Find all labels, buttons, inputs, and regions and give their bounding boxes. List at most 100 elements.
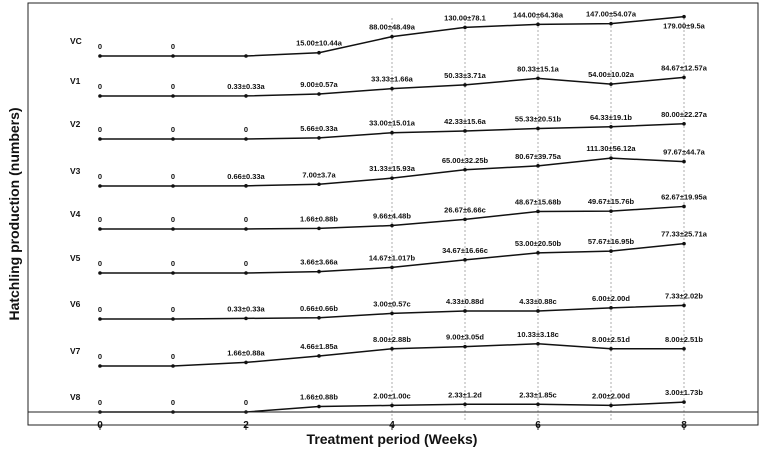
data-label: 53.00±20.50b [515,239,562,248]
row-label: V7 [70,346,81,356]
data-label: 3.00±0.57c [373,299,410,308]
data-point [317,404,321,409]
data-label: 0 [98,125,102,134]
data-label: 33.00±15.01a [369,119,416,128]
data-point [682,159,686,164]
data-label: 0 [171,398,175,407]
series-v5: V5 0 0 0 3.66±3.66a 14.67±1.017b 34.67±16.66c 5… [70,230,708,275]
data-point [682,75,686,80]
series-v6: V6 0 0 0.33±0.33a 0.66±0.66b 3.00±0.57c 4.33±0… [70,291,703,321]
data-label: 34.67±16.66c [442,246,488,255]
data-point [536,209,540,214]
data-point [98,227,102,231]
data-point [244,227,248,231]
data-label: 144.00±64.36a [513,10,564,19]
data-point [536,22,540,27]
data-point [98,364,102,368]
data-point [390,34,394,39]
data-label: 77.33±25.71a [661,230,708,239]
data-point [390,130,394,135]
data-label: 97.67±44.7a [663,148,705,157]
data-point [244,316,248,321]
data-point [609,306,613,310]
plot-frame [27,2,759,426]
data-point [682,303,686,308]
data-point [171,137,175,141]
data-point [317,354,321,358]
data-point [682,14,686,19]
data-label: 26.67±6.66c [444,205,486,214]
data-label: 0 [98,172,102,181]
x-axis-title: Treatment period (Weeks) [307,431,478,447]
data-point [317,182,321,187]
data-point [390,223,394,228]
data-point [609,124,613,129]
data-label: 1.66±0.88b [300,214,338,223]
y-axis-title: Hatchling production (numbers) [6,107,22,320]
row-label: V4 [70,209,81,219]
data-label: 179.00±9.5a [663,22,705,31]
data-point [317,269,321,274]
data-label: 15.00±10.44a [296,39,343,48]
series-vc: VC 0 0 15.00±10.44a 88.00±48.49a 130.00±78.1 1… [70,10,706,58]
data-label: 57.67±16.95b [588,237,635,246]
data-point [171,317,175,321]
data-label: 0 [171,215,175,224]
series-v4: V4 0 0 0 1.66±0.88b 9.66±4.48b 26.67±6.66c 48.6… [70,192,708,231]
data-label: 0 [171,82,175,91]
series-v7: V7 0 0 1.66±0.88a 4.66±1.85a 8.00±2.88b 9.00±3… [70,330,703,368]
data-label: 0.33±0.33a [227,304,265,313]
data-label: 31.33±15.93a [369,164,416,173]
series-v8: V8 0 0 0 1.66±0.88b 2.00±1.00c 2.33±1.2d 2.33±1… [70,388,703,414]
data-point [463,25,467,30]
data-label: 0 [98,352,102,361]
data-label: 0 [98,305,102,314]
data-point [609,156,613,160]
data-point [390,403,394,408]
data-label: 0 [98,42,102,51]
data-label: 80.33±15.1a [517,64,559,73]
data-label: 50.33±3.71a [444,71,486,80]
data-point [463,83,467,87]
row-label: V3 [70,166,81,176]
row-label: V5 [70,253,81,263]
x-tick-label: 4 [389,420,395,431]
data-label: 0.66±0.33a [227,172,265,181]
data-point [536,309,540,313]
data-label: 0 [244,125,248,134]
data-label: 5.66±0.33a [300,124,338,133]
data-label: 0 [171,42,175,51]
data-point [463,167,467,172]
data-label: 3.66±3.66a [300,258,338,267]
data-point [463,217,467,222]
data-label: 62.67±19.95a [661,192,708,201]
data-point [390,86,394,91]
row-label: V6 [70,299,81,309]
data-point [682,204,686,209]
data-label: 0 [98,82,102,91]
data-point [463,129,467,133]
data-label: 0 [244,398,248,407]
data-label: 0 [244,259,248,268]
data-label: 8.00±2.51d [592,335,630,344]
data-point [171,94,175,98]
data-point [317,136,321,140]
data-label: 4.33±0.88d [446,297,484,306]
x-tick-label: 8 [681,420,687,431]
data-label: 33.33±1.66a [371,75,413,84]
row-label: V8 [70,392,81,402]
series-v2: V2 0 0 0 5.66±0.33a 33.00±15.01a 42.33±15.6a 55… [70,110,708,141]
data-point [244,360,248,365]
data-label: 64.33±19.1b [590,113,632,122]
data-point [536,76,540,81]
series-group: VC 0 0 15.00±10.44a 88.00±48.49a 130.00±78.1 1… [70,10,708,414]
data-label: 2.00±2.00d [592,391,630,400]
data-label: 88.00±48.49a [369,23,416,32]
data-label: 55.33±20.51b [515,114,562,123]
data-point [463,344,467,349]
data-point [609,403,613,408]
data-label: 0 [171,172,175,181]
data-label: 7.00±3.7a [302,170,336,179]
data-label: 0 [171,352,175,361]
